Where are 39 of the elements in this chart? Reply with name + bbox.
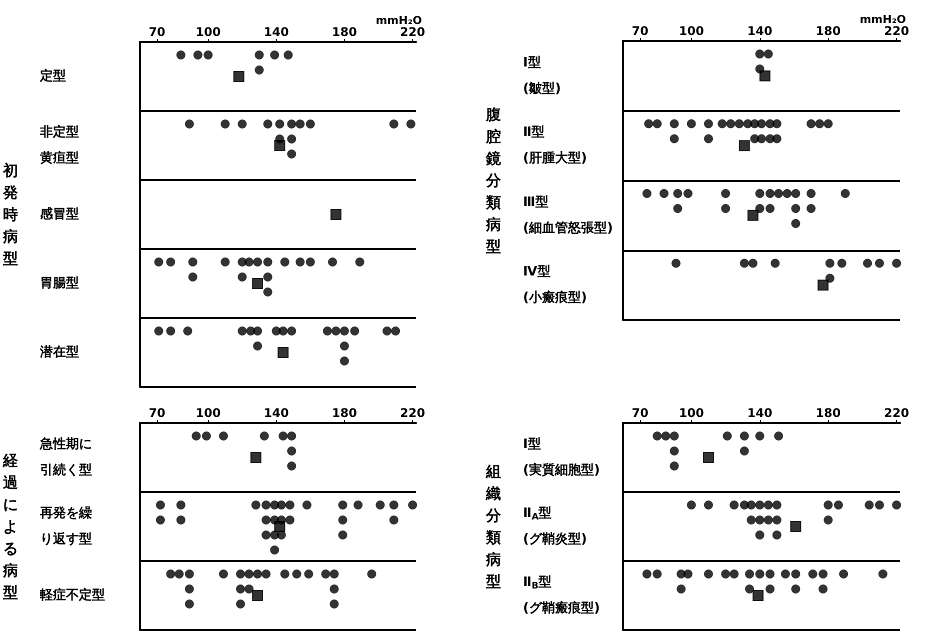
x-tick-label: 70 bbox=[148, 25, 166, 39]
x-tick-label: 220 bbox=[884, 406, 910, 420]
y-axis-title: 組織分類病型 bbox=[485, 462, 502, 590]
x-tick-label: 180 bbox=[332, 406, 357, 420]
x-tick-label: 140 bbox=[264, 25, 289, 39]
x-tick-label: 220 bbox=[884, 24, 910, 38]
x-tick-label: 180 bbox=[816, 24, 841, 38]
x-tick-label: 220 bbox=[400, 406, 426, 420]
x-tick-label: 220 bbox=[400, 25, 426, 39]
y-axis-title: 初発時病型 bbox=[2, 162, 18, 268]
x-tick-label: 70 bbox=[632, 24, 648, 38]
y-tick-label: 非定型黄疸型 bbox=[39, 124, 79, 166]
y-tick-label: 再発を繰り返す型 bbox=[39, 506, 93, 547]
y-tick-label: Ⅰ型(実質細胞型) bbox=[523, 437, 600, 478]
x-tick-label: 140 bbox=[747, 406, 772, 420]
y-tick-label: 急性期に引続く型 bbox=[39, 437, 92, 478]
x-axis-title: mmH₂O bbox=[860, 13, 906, 26]
x-tick-label: 180 bbox=[816, 406, 841, 420]
x-tick-label: 70 bbox=[632, 406, 648, 420]
x-tick-label: 100 bbox=[678, 406, 704, 420]
x-tick-label: 140 bbox=[264, 406, 289, 420]
y-axis-title: 経過による病型 bbox=[2, 452, 19, 602]
x-tick-label: 100 bbox=[196, 406, 221, 420]
x-tick-label: 100 bbox=[678, 24, 704, 38]
x-axis-title: mmH₂O bbox=[376, 14, 422, 27]
y-tick-label: Ⅰ型(皺型) bbox=[523, 55, 561, 96]
x-tick-label: 180 bbox=[332, 25, 357, 39]
y-tick-label: 感冒型 bbox=[39, 206, 79, 222]
y-tick-label: Ⅱ型(肝腫大型) bbox=[523, 125, 587, 166]
y-tick-label: Ⅲ型(細血管怒張型) bbox=[523, 194, 613, 236]
y-tick-label: 軽症不定型 bbox=[39, 587, 105, 603]
x-tick-label: 140 bbox=[747, 24, 772, 38]
y-tick-label: 定型 bbox=[39, 68, 66, 84]
y-tick-label: 潜在型 bbox=[39, 345, 79, 360]
y-axis-title: 腹腔鏡分類病型 bbox=[485, 106, 502, 256]
x-tick-label: 70 bbox=[148, 406, 166, 420]
y-tick-label: Ⅳ型(小瘢痕型) bbox=[523, 264, 587, 306]
y-tick-label: 胃腸型 bbox=[40, 276, 79, 291]
x-tick-label: 100 bbox=[196, 25, 221, 39]
